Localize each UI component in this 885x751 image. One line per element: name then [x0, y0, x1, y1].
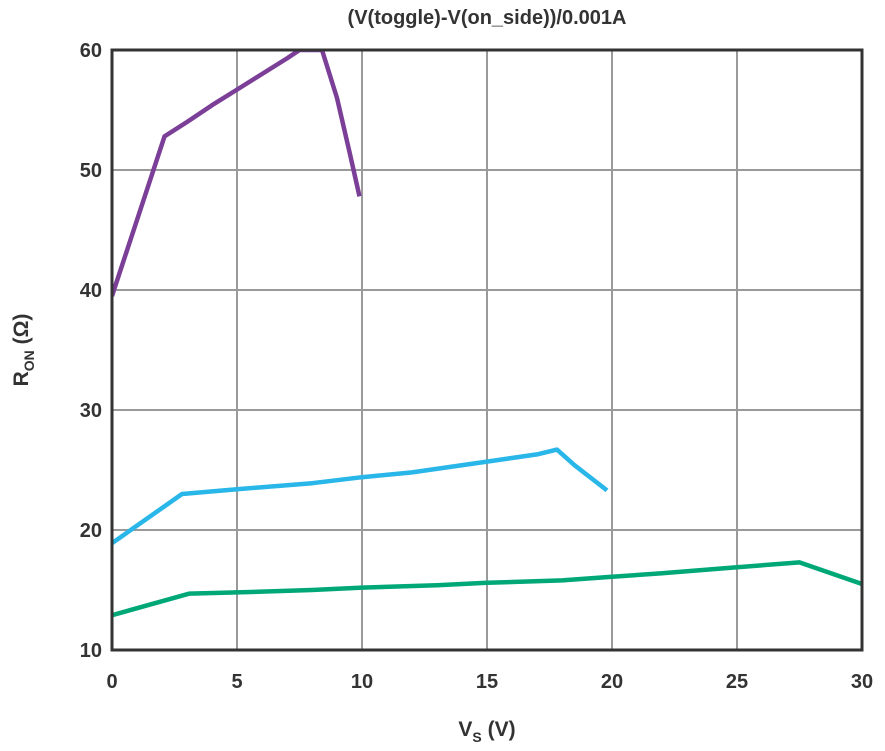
y-tick-label: 20: [80, 520, 102, 542]
x-tick-label: 15: [476, 671, 498, 693]
y-axis-label-sub: ON: [21, 350, 37, 371]
x-tick-label: 0: [106, 671, 117, 693]
y-axis-label: RON (Ω): [10, 314, 37, 387]
grid-lines: [112, 50, 862, 650]
x-axis-label-sub: S: [472, 729, 481, 745]
series-line-3: [112, 560, 862, 618]
y-tick-label: 40: [80, 280, 102, 302]
x-tick-labels: 0 5 10 15 20 25 30: [106, 671, 873, 693]
x-axis-label-unit: (V): [482, 718, 516, 741]
plot-frame: [110, 48, 864, 652]
x-axis-label: VS (V): [458, 718, 515, 745]
x-axis-label-main: V: [458, 718, 472, 741]
y-tick-labels: 10 20 30 40 50 60: [80, 40, 102, 662]
x-tick-label: 20: [601, 671, 623, 693]
y-tick-label: 10: [80, 640, 102, 662]
y-tick-label: 50: [80, 160, 102, 182]
y-axis-label-unit: (Ω): [10, 314, 33, 351]
series-lines: [112, 50, 862, 618]
x-tick-label: 5: [231, 671, 242, 693]
x-tick-label: 30: [851, 671, 873, 693]
chart-title: (V(toggle)-V(on_side))/0.001A: [348, 7, 627, 29]
x-tick-label: 10: [351, 671, 373, 693]
series-line-2: [112, 447, 609, 546]
x-tick-label: 25: [726, 671, 748, 693]
y-tick-label: 60: [80, 40, 102, 62]
y-tick-label: 30: [80, 400, 102, 422]
y-axis-label-main: R: [10, 371, 33, 386]
series-line-1: [112, 50, 362, 297]
